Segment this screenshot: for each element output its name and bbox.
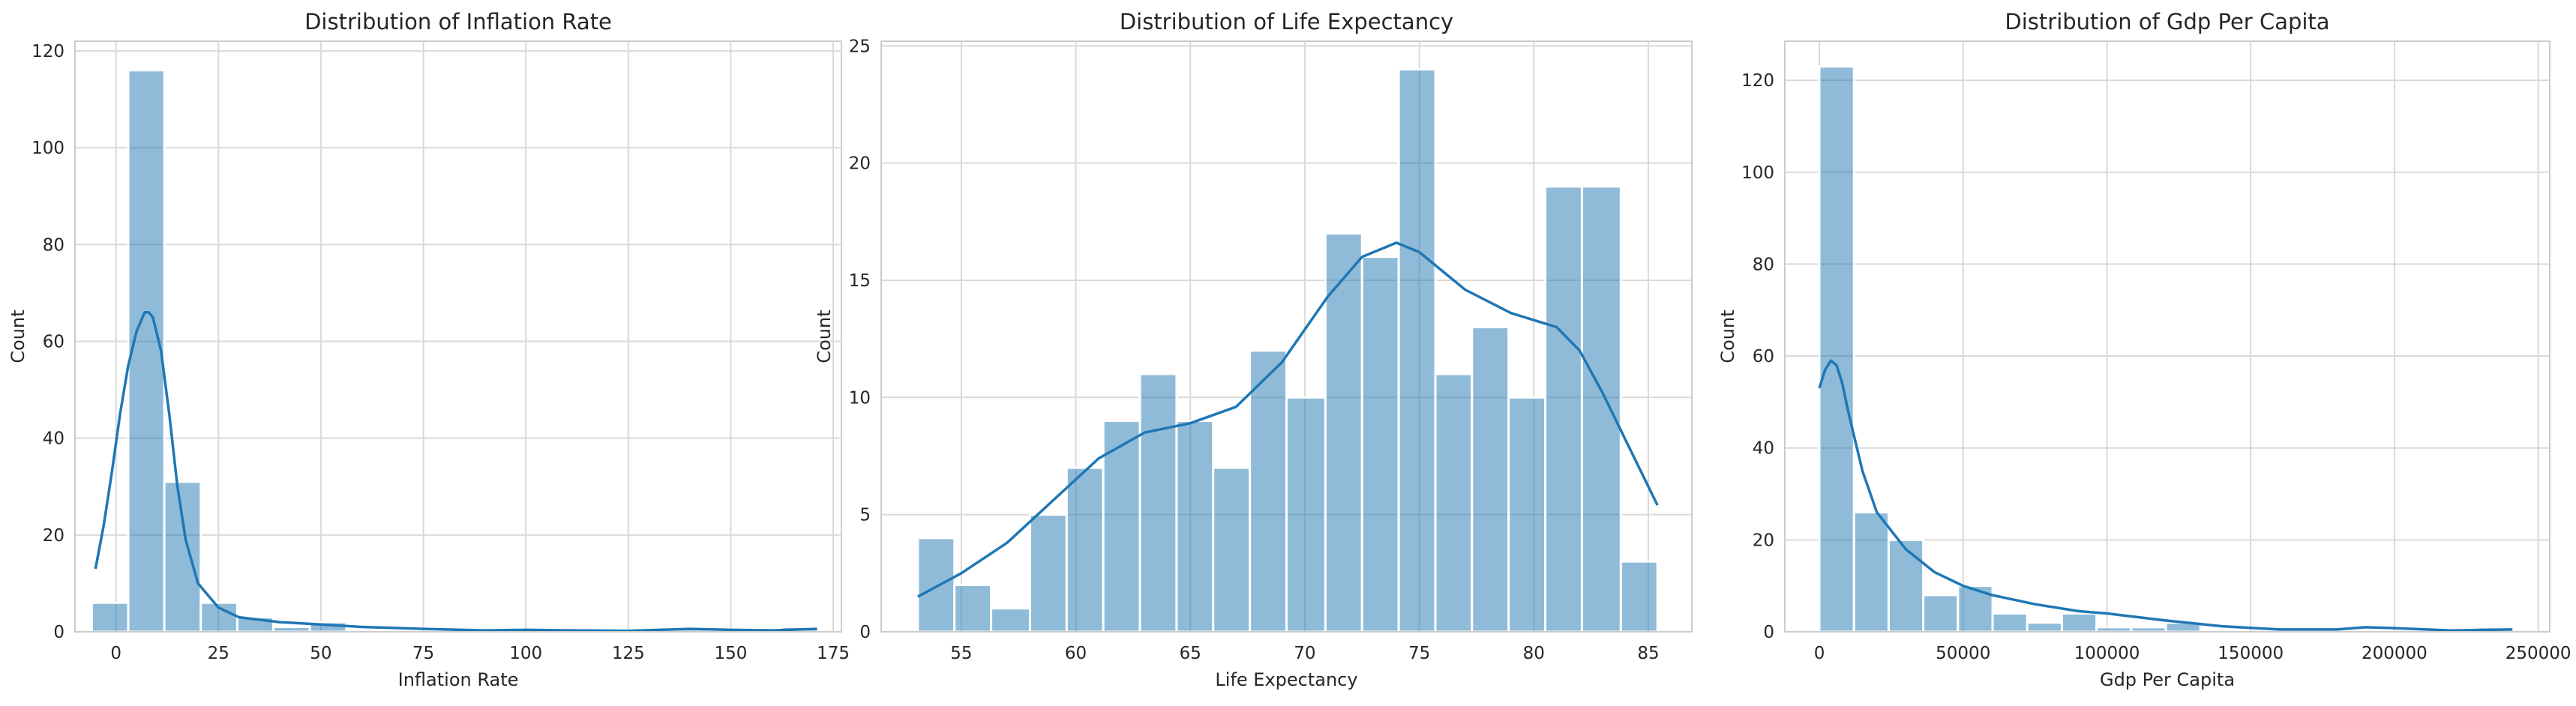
chart-panel-inflation: 0 25 50 75 100 125 150 175 0 20 40 60 80 100 120 Distri… — [7, 9, 850, 690]
histogram-bar — [1324, 232, 1363, 633]
histogram-bar — [1212, 466, 1252, 633]
chart-title: Distribution of Inflation Rate — [304, 9, 612, 34]
x-tick-label: 150 — [714, 644, 747, 663]
axes-frame — [1784, 40, 2551, 633]
y-tick-label: 20 — [43, 526, 64, 546]
histogram-bar — [1544, 185, 1583, 633]
x-tick-label: 75 — [412, 644, 434, 663]
histogram-bar — [1852, 511, 1890, 633]
x-tick-label: 0 — [1814, 644, 1825, 663]
y-tick-label: 120 — [31, 42, 64, 61]
histogram-bar — [1580, 185, 1622, 633]
histogram-bar — [1175, 420, 1215, 633]
histogram-bar — [1818, 65, 1855, 633]
histogram-bar — [916, 537, 956, 633]
chart-title: Distribution of Life Expectancy — [1120, 9, 1453, 34]
y-tick-label: 40 — [1753, 439, 1774, 459]
x-tick-label: 100 — [509, 644, 542, 663]
histogram-bar — [1028, 513, 1068, 633]
x-tick-label: 175 — [817, 644, 850, 663]
y-tick-label: 120 — [1741, 71, 1774, 91]
y-axis-label: Count — [1717, 310, 1738, 363]
histogram-bar — [1434, 372, 1474, 633]
histogram-bar — [1619, 560, 1659, 633]
y-tick-label: 25 — [849, 37, 871, 56]
histogram-bar — [953, 583, 993, 633]
kde-line — [917, 241, 1659, 598]
x-axis-label: Inflation Rate — [398, 669, 519, 690]
axes-frame — [74, 40, 842, 633]
chart-title: Distribution of Gdp Per Capita — [2005, 9, 2329, 34]
histogram-bar — [1922, 594, 1960, 633]
y-axis-label: Count — [814, 310, 835, 363]
y-tick-label: 10 — [849, 388, 871, 408]
histogram-bar — [990, 607, 1031, 633]
x-tick-label: 250000 — [2506, 644, 2572, 663]
histogram-bar — [1285, 396, 1327, 633]
y-tick-label: 20 — [1753, 531, 1774, 550]
histogram-bar — [1887, 538, 1925, 633]
histogram-bar — [1065, 466, 1105, 633]
x-axis-label: Gdp Per Capita — [2100, 669, 2235, 690]
histogram-bar — [127, 69, 166, 633]
x-tick-label: 100000 — [2074, 644, 2140, 663]
y-tick-label: 40 — [43, 429, 64, 449]
y-tick-label: 15 — [849, 271, 871, 291]
y-tick-label: 0 — [53, 623, 64, 642]
histogram-bar — [90, 601, 130, 633]
histogram-bar — [1471, 325, 1510, 633]
y-tick-label: 0 — [1763, 623, 1774, 642]
y-tick-label: 80 — [43, 235, 64, 255]
x-tick-label: 125 — [612, 644, 645, 663]
histogram-bar — [1249, 349, 1288, 633]
histogram-bar — [1102, 420, 1141, 633]
x-tick-label: 75 — [1408, 644, 1430, 663]
x-tick-label: 80 — [1523, 644, 1545, 663]
histogram-bar — [1397, 68, 1437, 633]
x-tick-label: 0 — [110, 644, 121, 663]
y-tick-label: 5 — [859, 506, 871, 525]
histogram-bar — [2060, 612, 2098, 633]
y-tick-label: 60 — [1753, 347, 1774, 366]
y-tick-label: 80 — [1753, 255, 1774, 274]
chart-panel-life-expectancy: 55 60 65 70 75 80 85 0 5 10 15 20 25 Distribution of … — [814, 9, 1693, 690]
axes-frame — [880, 40, 1693, 633]
y-axis-label: Count — [7, 310, 28, 363]
x-tick-label: 50 — [310, 644, 331, 663]
y-tick-label: 20 — [849, 154, 871, 174]
x-tick-label: 85 — [1637, 644, 1659, 663]
x-tick-label: 50000 — [1936, 644, 1990, 663]
x-tick-label: 55 — [950, 644, 972, 663]
x-tick-label: 150000 — [2218, 644, 2284, 663]
x-axis-label: Life Expectancy — [1215, 669, 1357, 690]
y-tick-label: 60 — [43, 332, 64, 352]
x-tick-label: 25 — [208, 644, 229, 663]
histogram-bar — [163, 480, 202, 633]
y-tick-label: 100 — [1741, 163, 1774, 183]
y-tick-label: 0 — [859, 623, 871, 642]
histogram-bar — [1991, 612, 2029, 633]
y-tick-label: 100 — [31, 139, 64, 158]
histogram-bar — [1360, 256, 1400, 633]
histogram-bar — [2026, 621, 2063, 633]
histogram-bar — [1138, 372, 1178, 633]
histogram-bar — [1957, 585, 1994, 633]
x-tick-label: 70 — [1294, 644, 1315, 663]
x-tick-label: 60 — [1065, 644, 1087, 663]
kde-line — [94, 310, 817, 633]
chart-panel-gdp: 0 50000 100000 150000 200000 250000 0 20 40 60 80 1… — [1717, 9, 2572, 690]
x-tick-label: 65 — [1180, 644, 1201, 663]
x-tick-label: 200000 — [2362, 644, 2428, 663]
kde-line — [1818, 359, 2513, 632]
histogram-bar — [1507, 396, 1547, 633]
